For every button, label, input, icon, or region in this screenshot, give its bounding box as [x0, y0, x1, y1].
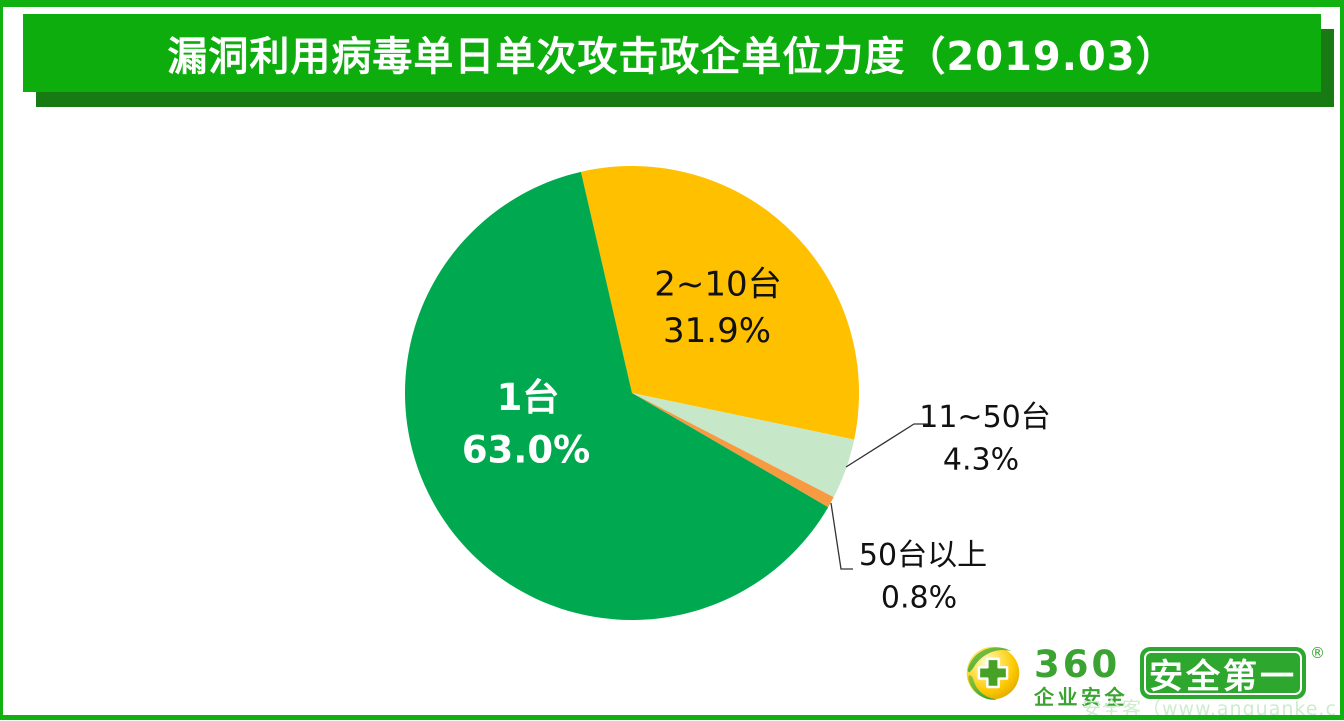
- pie-slice-2: [632, 393, 834, 508]
- 360-logo-icon: [966, 646, 1020, 700]
- pie-slice-1: [632, 393, 855, 498]
- watermark: 安全客（www.anquanke.c: [1082, 698, 1337, 720]
- safety-first-badge: 安全第一: [1140, 647, 1306, 699]
- slice-value-1: 63.0%: [461, 428, 591, 472]
- pie-slice-3: [405, 171, 829, 621]
- slice-value-2-10: 31.9%: [662, 311, 772, 351]
- slice-label-2-10: 2~10台: [654, 264, 782, 305]
- badge-text: 安全第一: [1149, 656, 1297, 697]
- brand-360: 360: [1034, 643, 1121, 686]
- leader-line-50plus: [830, 502, 853, 570]
- leader-line-11-50: [845, 423, 930, 468]
- slice-label-1: 1台: [496, 376, 560, 419]
- title-banner: 漏洞利用病毒单日单次攻击政企单位力度（2019.03）: [23, 14, 1321, 92]
- pie-slice-0: [580, 166, 859, 440]
- brand-sub: 企业安全: [1034, 685, 1128, 709]
- page-title: 漏洞利用病毒单日单次攻击政企单位力度（2019.03）: [167, 34, 1177, 80]
- slice-label-50plus: 50台以上: [858, 538, 988, 573]
- footer-brand: 360 企业安全 安全第一 ®: [960, 638, 1330, 713]
- slice-label-11-50: 11~50台: [919, 400, 1051, 435]
- slice-value-50plus: 0.8%: [880, 580, 958, 616]
- brand-text: 360 企业安全: [1034, 646, 1128, 707]
- slice-value-11-50: 4.3%: [942, 442, 1020, 478]
- registered-mark: ®: [1310, 644, 1325, 662]
